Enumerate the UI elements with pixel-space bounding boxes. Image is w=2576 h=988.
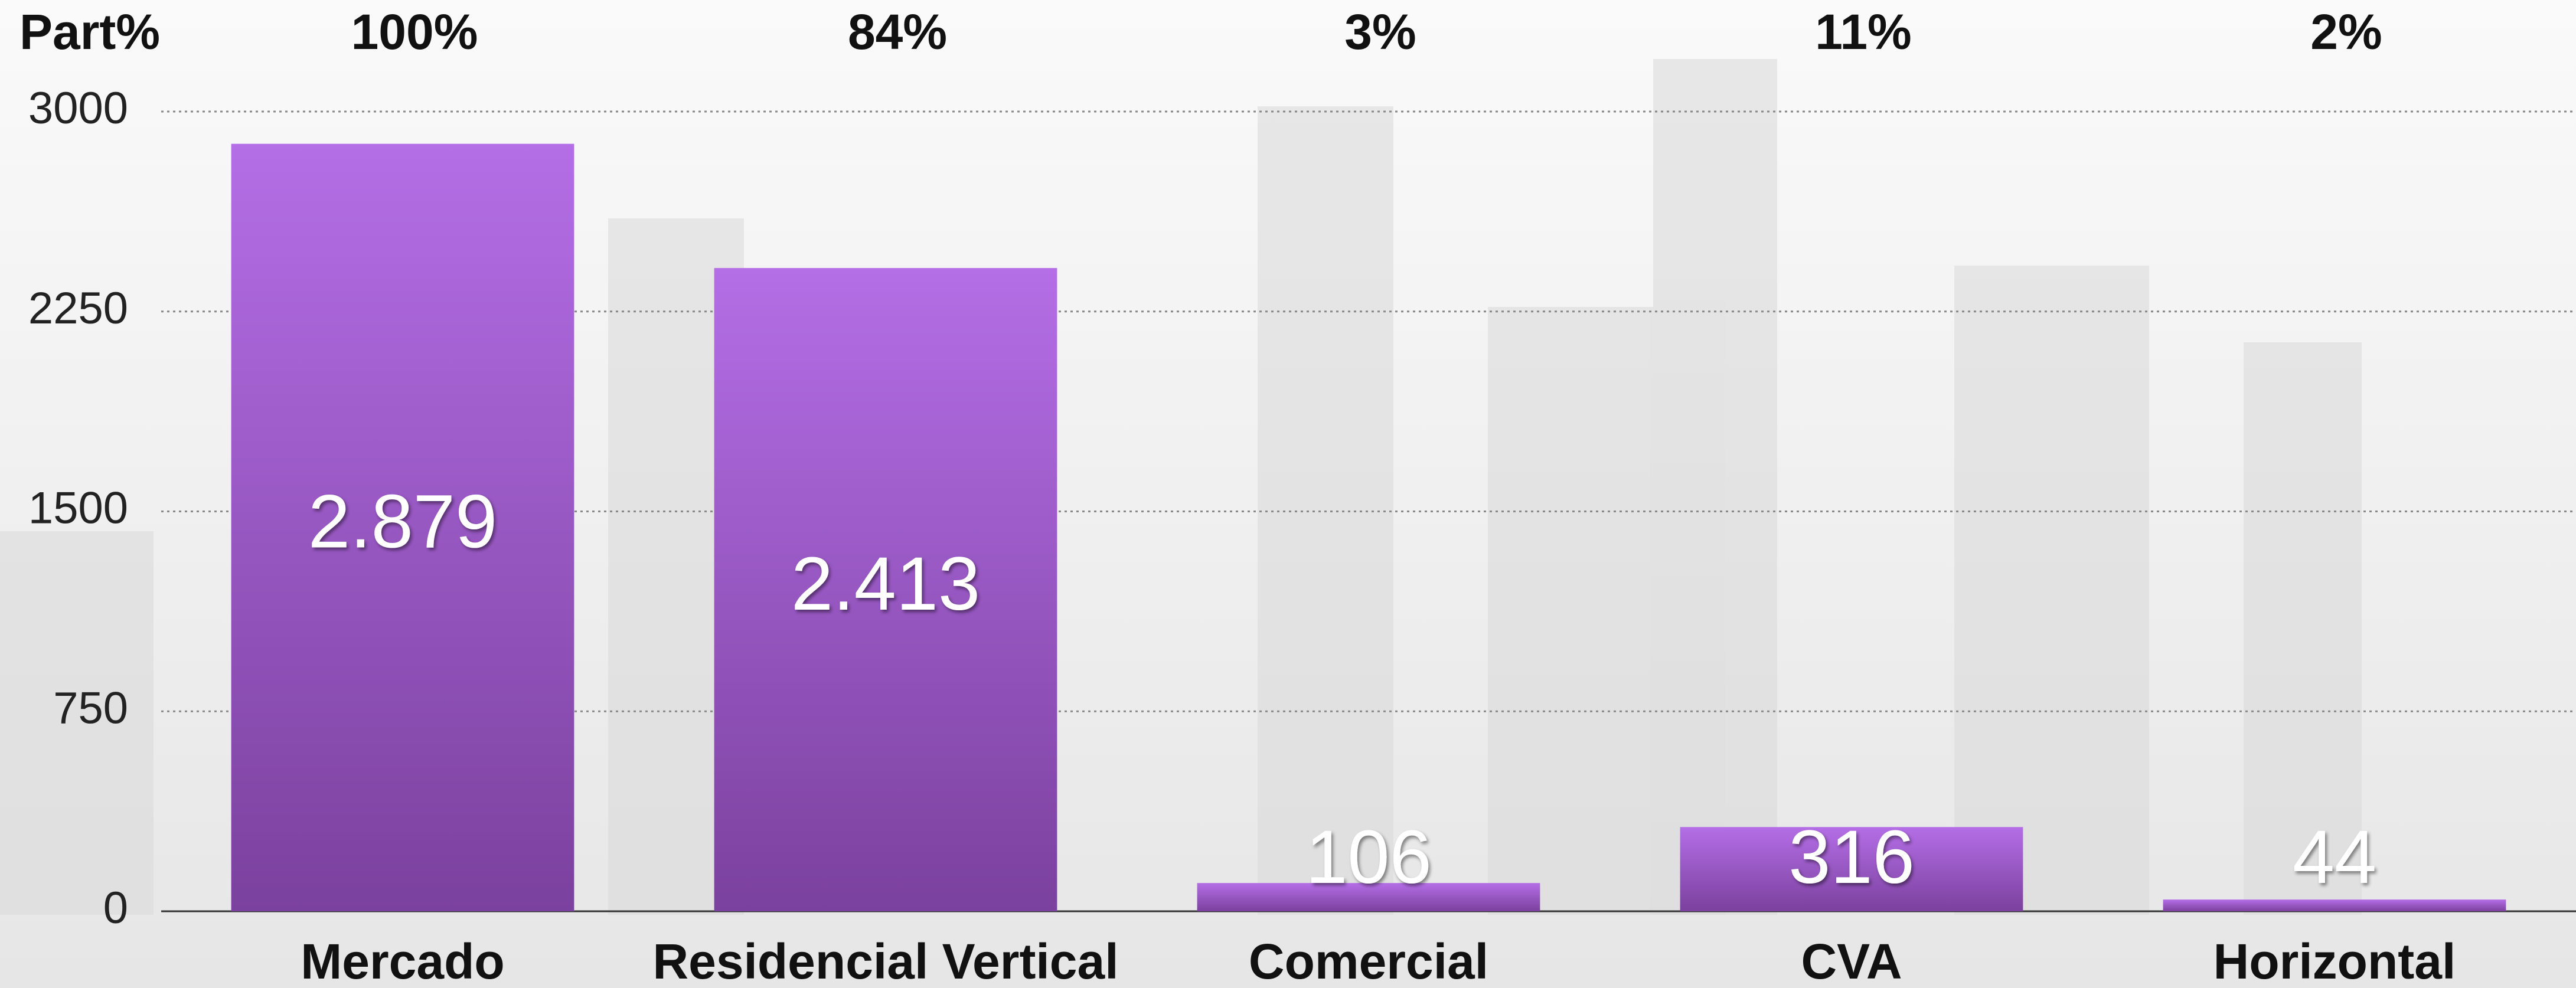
annotation: 84%	[848, 4, 947, 60]
annotation: 2%	[2310, 4, 2382, 60]
value-label: 2.879	[308, 480, 497, 564]
y-tick-label: 0	[103, 883, 128, 933]
y-tick-label: 2250	[28, 283, 128, 333]
x-tick-label: Comercial	[1249, 934, 1488, 988]
annotation: 11%	[1815, 4, 1912, 60]
value-label: 106	[1305, 815, 1432, 899]
value-label: 316	[1788, 815, 1915, 899]
x-tick-label: CVA	[1801, 934, 1902, 988]
y-tick-label: 1500	[28, 483, 128, 534]
y-tick-label: 750	[53, 683, 128, 733]
x-tick-label: Mercado	[301, 934, 504, 988]
bar	[1197, 883, 1540, 911]
annotation-title: Part%	[19, 4, 160, 60]
bar	[231, 143, 574, 912]
annotation: 100%	[351, 4, 478, 60]
bar	[2163, 899, 2506, 911]
y-tick-label: 3000	[28, 83, 128, 133]
annotation: 3%	[1344, 4, 1416, 60]
value-label: 2.413	[791, 542, 980, 626]
bar	[1680, 827, 2023, 911]
x-tick-label: Residencial Vertical	[652, 934, 1118, 988]
bar	[714, 268, 1057, 912]
x-tick-label: Horizontal	[2213, 934, 2456, 988]
value-label: 44	[2293, 815, 2376, 899]
